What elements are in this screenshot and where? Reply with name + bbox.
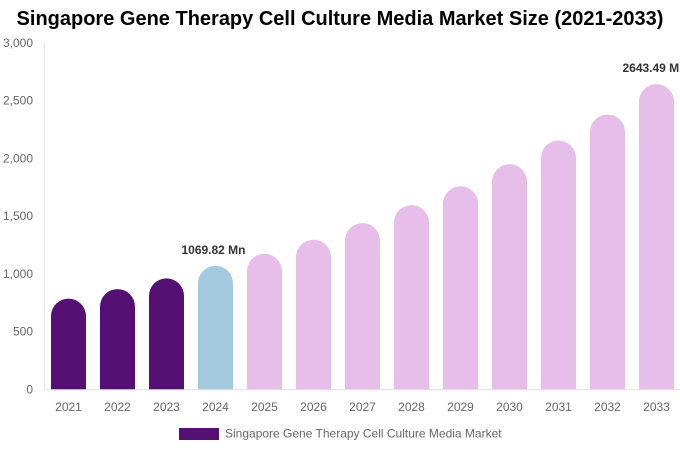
x-tick-label: 2031 bbox=[545, 400, 572, 414]
x-tick-label: 2021 bbox=[55, 400, 82, 414]
y-tick-label: 2,500 bbox=[3, 94, 33, 108]
x-tick-label: 2023 bbox=[153, 400, 180, 414]
x-tick-label: 2033 bbox=[643, 400, 670, 414]
legend-swatch bbox=[179, 428, 219, 440]
chart-title: Singapore Gene Therapy Cell Culture Medi… bbox=[16, 8, 664, 30]
data-label: 2643.49 Mn bbox=[622, 61, 680, 75]
y-tick-label: 1,000 bbox=[3, 267, 33, 281]
x-tick-label: 2030 bbox=[496, 400, 523, 414]
data-label: 1069.82 Mn bbox=[181, 243, 245, 257]
bar-2021 bbox=[51, 298, 86, 390]
y-tick-label: 1,500 bbox=[3, 209, 33, 223]
bar-2027 bbox=[345, 223, 380, 390]
bar-2025 bbox=[247, 253, 282, 390]
y-tick-label: 500 bbox=[13, 325, 33, 339]
x-tick-label: 2024 bbox=[202, 400, 229, 414]
bar-2029 bbox=[443, 186, 478, 390]
bar-2030 bbox=[492, 164, 527, 390]
legend-label: Singapore Gene Therapy Cell Culture Medi… bbox=[225, 427, 502, 441]
bar-2024 bbox=[198, 265, 233, 390]
x-tick-label: 2027 bbox=[349, 400, 376, 414]
bar-2022 bbox=[100, 289, 135, 390]
x-tick-label: 2022 bbox=[104, 400, 131, 414]
bar-2031 bbox=[541, 140, 576, 390]
bar-2033 bbox=[639, 84, 674, 390]
y-tick-label: 0 bbox=[26, 382, 33, 396]
x-tick-label: 2025 bbox=[251, 400, 278, 414]
bar-2023 bbox=[149, 278, 184, 390]
bar-2032 bbox=[590, 114, 625, 390]
y-tick-label: 3,000 bbox=[3, 36, 33, 50]
x-tick-label: 2029 bbox=[447, 400, 474, 414]
x-tick-label: 2028 bbox=[398, 400, 425, 414]
x-tick-label: 2032 bbox=[594, 400, 621, 414]
bar-2028 bbox=[394, 205, 429, 390]
y-tick-label: 2,000 bbox=[3, 151, 33, 165]
x-tick-label: 2026 bbox=[300, 400, 327, 414]
bar-2026 bbox=[296, 239, 331, 390]
